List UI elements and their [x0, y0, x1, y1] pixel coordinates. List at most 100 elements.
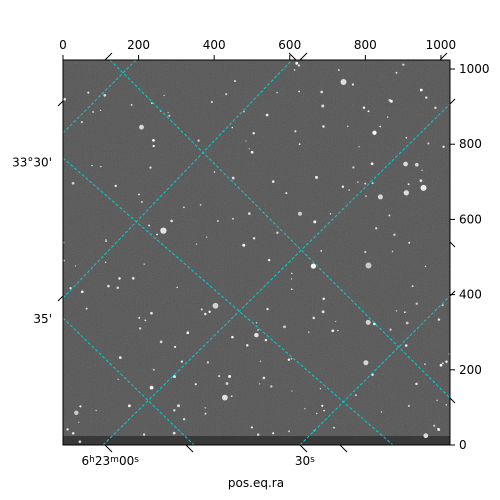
star [434, 106, 437, 110]
wcs-tick-mark [299, 444, 308, 453]
star [152, 368, 155, 371]
star [100, 165, 102, 168]
star [232, 217, 234, 220]
star [131, 276, 135, 280]
ra-tick-label: 6h23m00s [82, 454, 140, 468]
star [407, 183, 410, 186]
star [395, 71, 398, 74]
star [206, 236, 208, 238]
star [172, 431, 176, 435]
wcs-tick-mark [57, 295, 64, 302]
star [287, 358, 291, 361]
star [427, 142, 430, 145]
star [424, 363, 426, 365]
star [256, 433, 260, 436]
ra-tick-label: 30s [295, 454, 315, 468]
star [78, 440, 82, 444]
star [373, 322, 376, 326]
star [276, 91, 278, 94]
star [442, 145, 445, 148]
star [231, 335, 234, 339]
star [357, 181, 359, 183]
star [293, 69, 296, 71]
star [377, 194, 383, 200]
star [168, 114, 171, 117]
star [316, 412, 318, 415]
star [425, 96, 428, 99]
star [291, 390, 293, 392]
star [387, 116, 389, 118]
star [176, 286, 178, 289]
star [200, 308, 203, 311]
star [364, 250, 367, 254]
star [404, 311, 406, 314]
star [213, 171, 216, 173]
star [160, 227, 167, 234]
wcs-tick-mark [449, 98, 456, 105]
star [362, 106, 366, 109]
star [243, 110, 245, 113]
right-y-tick-label: 400 [459, 288, 482, 302]
star [329, 212, 332, 215]
star [225, 382, 229, 385]
star [445, 360, 448, 363]
dec-tick-label: 33°30' [12, 155, 52, 169]
star [245, 140, 247, 142]
star [310, 263, 316, 269]
star [250, 426, 253, 429]
star [194, 383, 197, 386]
star [167, 111, 169, 114]
star [375, 227, 378, 230]
wcs-tick-mark [449, 290, 456, 297]
star [321, 404, 324, 407]
star [138, 193, 140, 196]
ra-tick-label-part: 6 [82, 454, 90, 468]
top-x-tick-label: 600 [278, 38, 301, 52]
wcs-grid-line [63, 60, 293, 299]
right-y-tick-label: 200 [459, 363, 482, 377]
star [270, 385, 273, 388]
star [389, 328, 392, 331]
right-y-tick-label: 0 [459, 438, 467, 452]
star [144, 319, 147, 322]
ra-tick-label-part: h [89, 455, 95, 465]
star [420, 184, 427, 191]
star [254, 332, 259, 338]
star [74, 265, 77, 267]
star [204, 407, 207, 409]
wcs-tick-mark [104, 52, 113, 61]
star [148, 224, 151, 227]
star [104, 261, 107, 263]
star [199, 204, 202, 206]
star [405, 136, 408, 139]
wcs-grid-line [63, 60, 137, 134]
star [99, 109, 102, 112]
ra-tick-label-part: s [310, 455, 315, 465]
star [182, 418, 186, 421]
star [283, 325, 286, 329]
star [266, 307, 269, 311]
star [415, 382, 418, 386]
star [66, 428, 69, 431]
wcs-tick-mark [299, 52, 308, 61]
star [91, 164, 93, 167]
star [258, 383, 261, 385]
right-y-tick-label: 800 [459, 137, 482, 151]
star [173, 409, 176, 412]
star [264, 338, 268, 342]
star [138, 327, 142, 330]
image-area [62, 59, 451, 446]
star [252, 237, 256, 240]
star [130, 103, 133, 106]
star [276, 231, 279, 234]
star [247, 212, 251, 215]
star [204, 312, 207, 316]
star [267, 258, 271, 262]
star [138, 316, 141, 319]
star [315, 175, 318, 179]
star [140, 200, 143, 204]
star [403, 190, 409, 196]
star [393, 233, 396, 236]
star [127, 404, 131, 408]
star [103, 93, 107, 97]
